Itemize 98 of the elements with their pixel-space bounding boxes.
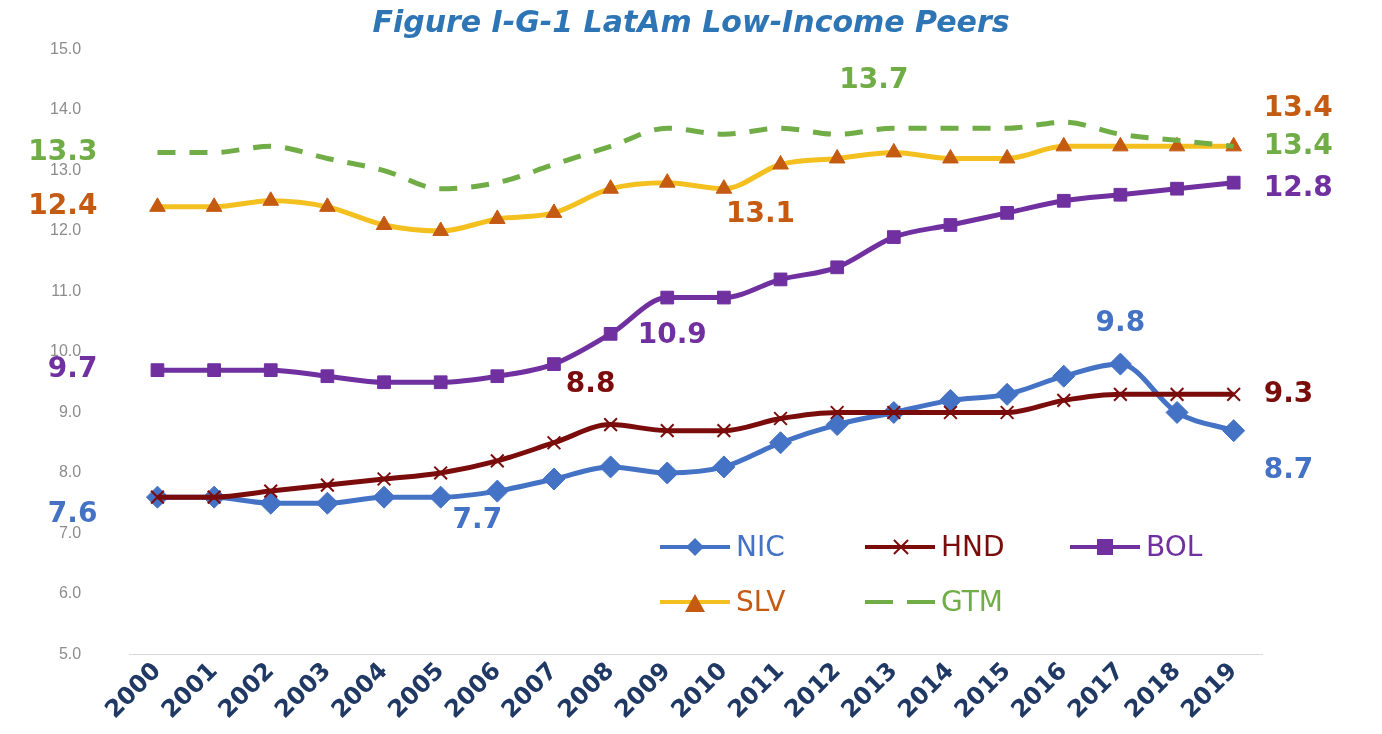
point — [943, 218, 958, 232]
point — [149, 197, 166, 212]
annotation: 13.1 — [725, 195, 796, 229]
point — [717, 290, 731, 305]
point — [320, 477, 335, 493]
point — [376, 471, 392, 487]
point — [886, 230, 901, 244]
annotation: 12.8 — [1263, 169, 1333, 203]
point — [1052, 364, 1076, 388]
point — [603, 417, 618, 432]
point — [938, 388, 962, 412]
point — [1169, 386, 1185, 402]
annotation: 9.8 — [1095, 305, 1146, 339]
point — [825, 413, 849, 437]
annotation: 8.8 — [565, 365, 616, 399]
point — [547, 357, 561, 371]
point — [433, 375, 448, 390]
point — [205, 197, 223, 212]
chart-title: Figure I-G-1 LatAm Low-Income Peers — [371, 4, 1011, 39]
point — [603, 326, 618, 341]
legend-label: BOL — [1146, 530, 1203, 563]
legend-label: NIC — [736, 530, 785, 563]
point — [999, 405, 1015, 420]
annotation: 13.4 — [1263, 89, 1333, 123]
point — [998, 148, 1016, 164]
point — [773, 411, 788, 426]
point — [546, 435, 562, 451]
y-tick-label: 6.0 — [58, 584, 82, 602]
point — [995, 382, 1019, 406]
y-tick-label: 8.0 — [58, 463, 82, 481]
point — [315, 491, 339, 515]
point — [319, 197, 336, 212]
point — [489, 453, 505, 469]
point — [259, 491, 283, 515]
legend-label: SLV — [736, 585, 786, 618]
point — [660, 290, 675, 305]
y-tick-label: 15.0 — [50, 40, 82, 58]
point — [490, 369, 505, 384]
point — [655, 461, 679, 485]
point — [375, 215, 393, 230]
annotation: 13.4 — [1263, 127, 1333, 161]
point — [263, 483, 279, 499]
point — [602, 179, 619, 194]
point — [769, 431, 793, 455]
point — [599, 455, 623, 479]
point — [150, 363, 165, 378]
point — [489, 209, 506, 224]
point — [715, 179, 733, 194]
point — [1056, 193, 1071, 208]
point — [485, 479, 509, 503]
point — [830, 260, 845, 275]
point — [262, 191, 280, 206]
point — [659, 423, 675, 438]
point — [885, 142, 903, 158]
point — [432, 221, 449, 237]
point — [1056, 393, 1072, 408]
point — [942, 148, 959, 164]
y-tick-label: 11.0 — [51, 281, 82, 299]
point — [658, 173, 676, 188]
y-tick-label: 5.0 — [58, 644, 82, 662]
point — [372, 485, 396, 509]
annotation: 8.7 — [1263, 451, 1314, 485]
point — [1055, 136, 1073, 152]
point — [712, 455, 736, 479]
point — [1226, 175, 1241, 190]
point — [716, 423, 732, 438]
point — [1226, 386, 1242, 402]
y-tick-label: 9.0 — [58, 402, 82, 420]
point — [207, 363, 221, 378]
legend-label: GTM — [941, 585, 1003, 618]
point — [1113, 187, 1128, 202]
point — [1112, 136, 1129, 152]
annotation: 13.7 — [839, 61, 909, 95]
point — [943, 405, 958, 420]
legend-label: HND — [941, 530, 1005, 563]
point — [545, 203, 563, 218]
point — [1108, 352, 1132, 376]
point — [263, 363, 278, 378]
annotation: 7.7 — [452, 502, 503, 536]
y-tick-label: 14.0 — [50, 100, 82, 118]
point — [1222, 419, 1246, 443]
point — [377, 375, 391, 390]
point — [429, 485, 453, 509]
point — [773, 272, 788, 287]
point — [1165, 400, 1189, 424]
annotation: 10.9 — [637, 316, 707, 350]
annotation: 12.4 — [28, 188, 98, 222]
point — [320, 369, 335, 384]
point — [1000, 206, 1014, 220]
point — [772, 155, 789, 170]
point — [1113, 386, 1128, 402]
point — [828, 148, 846, 164]
point — [1170, 181, 1184, 196]
annotation: 9.3 — [1263, 375, 1314, 409]
point — [433, 465, 449, 481]
point — [542, 467, 566, 491]
y-tick-label: 12.0 — [50, 221, 82, 239]
point — [829, 405, 845, 420]
